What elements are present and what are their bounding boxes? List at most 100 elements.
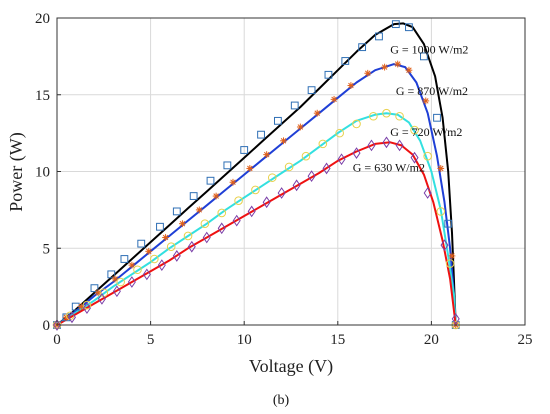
data-point [382,136,391,149]
data-point [352,147,361,159]
data-point [223,161,232,170]
data-point [273,116,282,125]
data-point [437,165,445,172]
data-point [440,239,449,252]
data-point [410,151,419,164]
series-line-2 [56,112,457,326]
x-tick-label: 10 [237,332,252,348]
data-point [341,57,350,65]
data-point [277,187,286,199]
data-point [172,250,181,262]
data-point [52,319,62,331]
data-point [364,69,372,77]
data-point [217,208,227,218]
data-point [150,254,159,264]
data-point [313,109,321,117]
y-axis-title: Power (W) [6,132,27,211]
data-point [206,176,215,185]
data-point [448,252,456,260]
data-point [337,153,346,166]
data-point [358,43,367,52]
data-point [246,165,254,172]
data-point [335,128,344,138]
data-point [296,123,304,131]
data-point [234,196,243,205]
data-point [229,178,237,186]
y-tick-label: 20 [35,11,50,27]
data-point [423,151,432,161]
y-tick-label: 0 [43,318,51,334]
x-tick-label: 0 [53,332,61,348]
data-point [162,234,169,241]
data-point [120,255,129,263]
y-tick-label: 5 [43,241,51,257]
data-point [267,173,277,182]
data-point [369,111,378,121]
y-tick-label: 15 [35,88,50,104]
data-point [391,20,400,29]
data-point [410,125,419,135]
series-line-3 [56,141,457,326]
data-point [90,284,99,293]
data-point [166,242,176,252]
data-point [107,270,116,279]
data-point [200,219,210,228]
data-point [367,139,376,152]
data-point [97,293,106,305]
series-line-0 [56,22,457,326]
data-point [112,285,121,298]
x-tick-label: 25 [518,332,533,348]
data-point [116,277,125,287]
data-point [324,70,333,79]
data-point [156,222,164,231]
data-point [375,32,383,41]
data-point [82,300,92,310]
data-point [157,259,166,272]
ticks-layer: 0 5 10 15 20 25 0 5 10 15 20 [35,11,533,348]
data-point [212,192,220,200]
data-point [172,207,181,216]
data-point [133,265,142,275]
x-tick-label: 20 [424,332,439,348]
markers-layer [52,20,461,331]
y-tick-label: 10 [35,165,50,181]
data-point [444,219,453,228]
annotation-layer: G = 1000 W/m2 G = 870 W/m2 G = 720 W/m2 G =… [353,42,469,174]
data-point [187,240,196,253]
data-point [82,302,91,315]
data-point [318,139,328,149]
data-point [307,86,316,95]
data-point [67,311,76,324]
data-point [195,206,203,214]
data-point [179,220,186,228]
data-point [433,113,441,122]
data-point [183,231,193,241]
data-point [395,139,404,152]
series-annotation: G = 870 W/m2 [396,84,468,98]
data-point [137,239,146,248]
series-annotation: G = 720 W/m2 [390,125,462,139]
data-point [451,312,460,325]
panel-label: (b) [273,393,290,408]
data-point [307,170,316,182]
data-point [127,276,136,288]
series-annotation: G = 1000 W/m2 [390,42,468,56]
data-point [436,207,446,216]
data-point [290,101,299,110]
data-point [280,137,287,145]
data-point [405,23,413,32]
x-tick-label: 15 [330,332,345,348]
x-tick-label: 5 [147,332,155,348]
data-point [263,151,271,159]
data-point [240,146,249,154]
x-axis-title: Voltage (V) [249,356,333,377]
data-point [257,130,265,139]
data-point [284,162,294,172]
data-point [142,268,151,281]
data-point [422,97,430,105]
data-point [217,222,226,235]
data-point [128,261,136,269]
data-point [347,82,355,89]
data-point [352,119,361,129]
data-point [382,108,391,118]
